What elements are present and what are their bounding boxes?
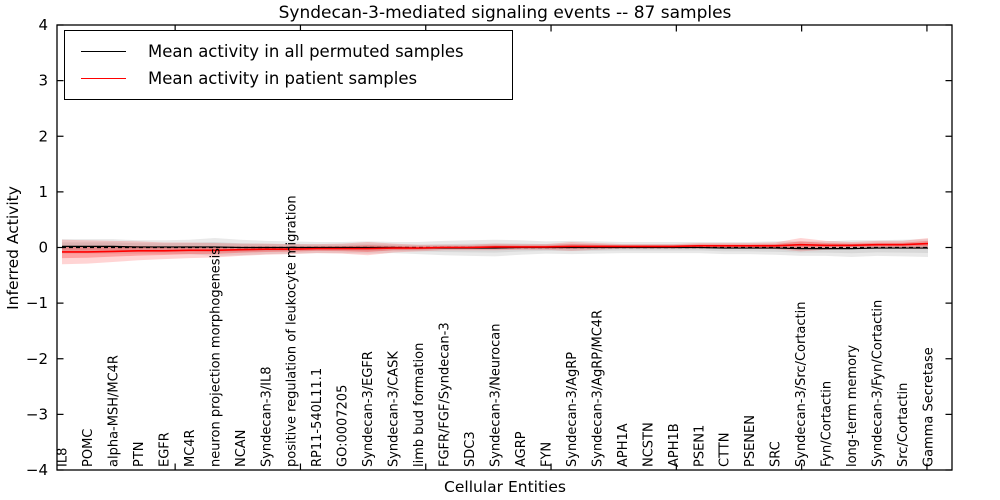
x-category-label: long-term memory	[845, 345, 860, 467]
y-tick-label: 3	[38, 72, 48, 90]
x-category-label: SDC3	[463, 431, 478, 467]
x-category-label: Syndecan-3/EGFR	[361, 351, 376, 467]
x-category-label: CTTN	[718, 433, 733, 467]
x-category-label: Fyn/Cortactin	[820, 381, 835, 467]
x-category-label: limb bud formation	[412, 343, 427, 467]
x-category-label: EGFR	[157, 432, 172, 467]
x-category-label: Syndecan-3/IL8	[259, 367, 274, 467]
x-category-label: NCAN	[234, 430, 249, 467]
legend-item-patient: Mean activity in patient samples	[75, 65, 504, 92]
patient-std-band-outer	[62, 238, 928, 265]
y-tick-label: 1	[38, 183, 48, 201]
x-category-label: NCSTN	[641, 422, 656, 467]
x-category-label: Syndecan-3/Neurocan	[489, 324, 504, 467]
y-tick-label: −3	[26, 405, 48, 423]
legend-label-patient: Mean activity in patient samples	[148, 69, 418, 88]
x-category-label: PSEN1	[692, 425, 707, 467]
x-category-label: positive regulation of leukocyte migrati…	[285, 195, 300, 467]
legend: Mean activity in all permuted samples Me…	[64, 30, 513, 100]
x-category-label: Syndecan-3/AgRP	[565, 352, 580, 467]
y-tick-label: 0	[38, 239, 48, 257]
chart-title: Syndecan-3-mediated signaling events -- …	[278, 3, 732, 23]
x-category-label: Syndecan-3/CASK	[387, 351, 402, 467]
x-category-label: PTN	[132, 441, 147, 467]
x-category-label: APH1B	[667, 423, 682, 467]
x-category-label: alpha-MSH/MC4R	[106, 355, 121, 467]
x-category-label: MC4R	[183, 429, 198, 467]
x-category-label: APH1A	[616, 423, 631, 467]
y-tick-label: −4	[26, 461, 48, 479]
y-tick-label: 2	[38, 127, 48, 145]
x-category-label: Gamma Secretase	[922, 347, 937, 467]
legend-label-permuted: Mean activity in all permuted samples	[148, 42, 464, 61]
y-tick-label: 4	[38, 16, 48, 34]
x-category-label: RP11-540L11.1	[310, 368, 325, 467]
x-axis-label: Cellular Entities	[444, 478, 566, 496]
patient-mean-line	[62, 242, 929, 253]
x-category-label: FYN	[539, 442, 554, 467]
x-category-label: AGRP	[514, 431, 529, 467]
x-category-label: PSENEN	[743, 415, 758, 467]
x-category-label: SRC	[769, 441, 784, 467]
x-category-label: Syndecan-3/AgRP/MC4R	[590, 310, 605, 467]
legend-item-permuted: Mean activity in all permuted samples	[75, 38, 504, 65]
permuted-mean-line	[62, 245, 928, 250]
x-category-label: neuron projection morphogenesis	[208, 248, 223, 467]
x-category-label: GO:0007205	[336, 385, 351, 467]
permuted-line-sample-icon	[81, 51, 126, 52]
x-category-label: FGFR/FGF/Syndecan-3	[438, 322, 453, 467]
patient-line-sample-icon	[81, 78, 126, 79]
y-tick-label: −2	[26, 350, 48, 368]
x-category-label: POMC	[81, 429, 96, 467]
x-category-label: Src/Cortactin	[896, 383, 911, 467]
y-tick-label: −1	[26, 294, 48, 312]
x-category-label: Syndecan-3/Fyn/Cortactin	[871, 300, 886, 467]
x-category-label: IL8	[56, 448, 71, 467]
x-category-label: Syndecan-3/Src/Cortactin	[794, 301, 809, 467]
